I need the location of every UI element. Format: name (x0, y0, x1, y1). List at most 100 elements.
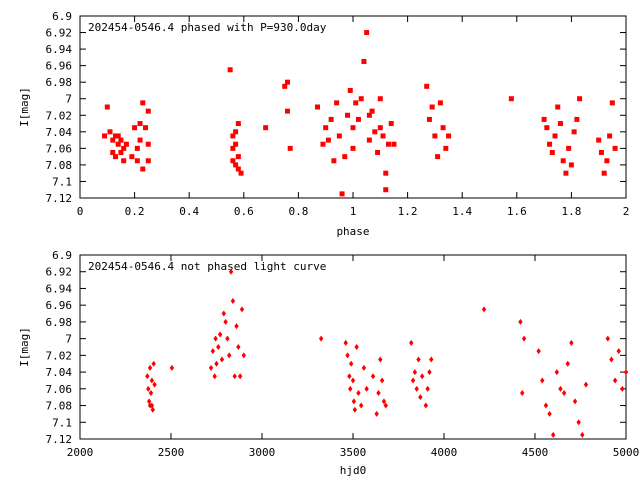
data-point (560, 158, 566, 164)
y-tick-label: 7 (65, 333, 72, 346)
data-point (549, 150, 555, 155)
data-point (440, 125, 446, 131)
data-point (518, 318, 523, 325)
data-point (580, 431, 585, 438)
data-point (596, 137, 602, 143)
x-tick-label: 1.6 (507, 205, 527, 218)
y-tick-label: 6.94 (46, 282, 73, 295)
data-point (598, 150, 604, 155)
data-point (347, 373, 352, 380)
data-point (336, 133, 342, 139)
data-point (227, 67, 233, 73)
y-tick-label: 6.9 (52, 249, 72, 262)
data-point (350, 125, 356, 131)
data-point (110, 137, 116, 143)
data-point (375, 150, 381, 155)
data-point (351, 398, 357, 405)
data-point (129, 154, 135, 160)
data-point (437, 100, 443, 106)
x-tick-label: 4500 (522, 446, 549, 459)
data-point (568, 162, 574, 168)
data-point (414, 385, 419, 392)
data-point (605, 335, 610, 342)
data-point (607, 133, 613, 139)
y-tick-label: 7.1 (52, 175, 72, 188)
data-point (354, 344, 359, 350)
data-point (557, 121, 563, 127)
data-point (140, 100, 146, 106)
data-point (236, 344, 241, 350)
data-point (429, 104, 435, 110)
data-point (555, 104, 561, 110)
data-point (377, 125, 383, 131)
x-tick-label: 0 (77, 205, 84, 218)
data-point (350, 377, 356, 384)
x-tick-label: 4000 (431, 446, 458, 459)
data-point (115, 133, 121, 139)
x-tick-label: 5000 (613, 446, 640, 459)
data-point (353, 100, 359, 106)
data-point (345, 352, 350, 359)
data-point (361, 364, 367, 371)
data-point (429, 356, 434, 363)
data-point (609, 356, 614, 363)
data-point (435, 154, 441, 160)
data-point (541, 116, 547, 122)
data-point (412, 369, 418, 376)
y-tick-label: 6.9 (52, 10, 72, 23)
y-tick-label: 6.96 (46, 60, 73, 73)
data-point (377, 96, 383, 102)
x-tick-label: 3000 (249, 446, 276, 459)
data-point (230, 158, 236, 164)
y-tick-label: 7.04 (46, 126, 73, 139)
x-tick-label: 1 (350, 205, 357, 218)
data-point (569, 339, 574, 346)
data-point (416, 356, 421, 363)
data-point (230, 145, 236, 151)
data-point (378, 356, 383, 363)
data-point (233, 129, 239, 135)
data-point (213, 335, 218, 342)
data-point (235, 154, 241, 160)
data-point (147, 364, 153, 371)
data-point (374, 410, 379, 417)
data-point (212, 373, 217, 380)
data-point (134, 145, 140, 151)
data-point (146, 398, 152, 405)
data-point (169, 364, 175, 371)
data-point (366, 112, 372, 118)
data-point (540, 377, 545, 384)
data-point (563, 170, 569, 176)
data-point (107, 129, 113, 135)
y-tick-label: 7.06 (46, 383, 73, 396)
data-point (143, 125, 149, 131)
data-point (121, 158, 127, 164)
data-point (604, 158, 610, 164)
y-tick-label: 7.04 (46, 366, 73, 379)
data-point (233, 141, 239, 147)
data-point (623, 369, 629, 376)
y-tick-label: 7.02 (46, 349, 73, 362)
data-point (339, 191, 345, 197)
y-tick-label: 6.92 (46, 27, 73, 40)
data-point (233, 162, 239, 168)
data-point (388, 121, 394, 127)
data-point (620, 385, 625, 392)
data-point (409, 339, 414, 346)
y-tick-label: 7.02 (46, 109, 73, 122)
data-point (358, 96, 364, 102)
data-point (132, 125, 138, 131)
data-point (237, 373, 243, 380)
data-point (115, 141, 121, 147)
x-tick-label: 2500 (158, 446, 185, 459)
data-point (230, 298, 236, 304)
plot-frame (79, 254, 627, 440)
data-point (612, 145, 618, 151)
y-tick-label: 7.12 (46, 433, 73, 446)
data-point (323, 125, 329, 131)
x-axis-title: hjd0 (340, 464, 367, 477)
data-point (219, 356, 225, 363)
data-point (547, 410, 552, 417)
data-point (383, 170, 389, 176)
